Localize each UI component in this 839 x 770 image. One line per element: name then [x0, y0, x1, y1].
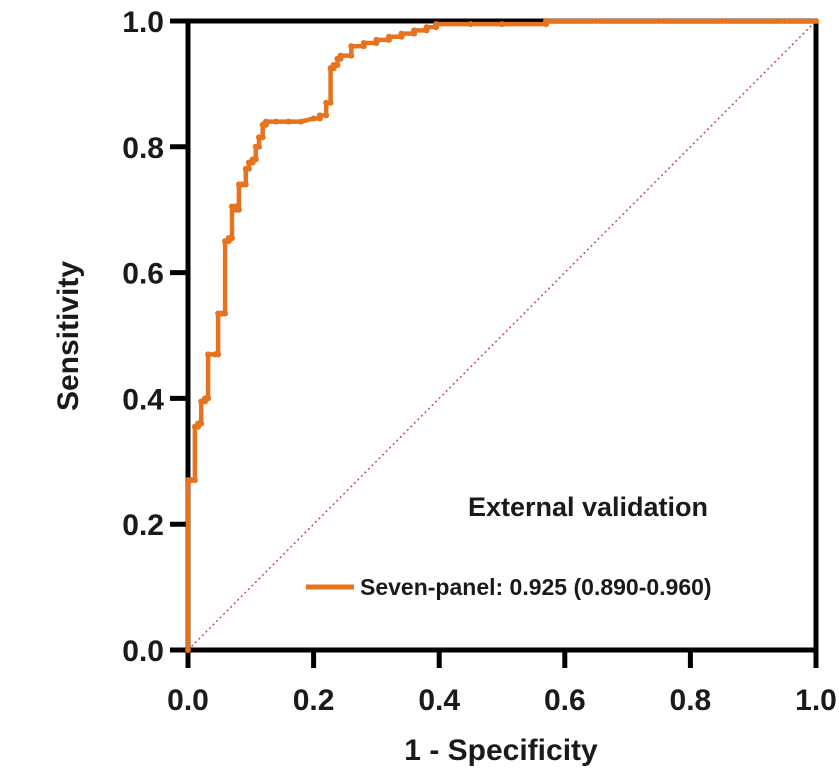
- roc-point: [262, 118, 269, 125]
- roc-point: [205, 351, 212, 358]
- reference-diagonal: [187, 20, 817, 651]
- roc-point: [310, 115, 317, 122]
- x-tick-label: 0.0: [167, 684, 209, 717]
- roc-point: [272, 118, 279, 125]
- roc-point: [259, 134, 266, 141]
- roc-point: [542, 18, 549, 24]
- roc-point: [499, 21, 505, 28]
- roc-point: [411, 27, 418, 34]
- y-tick-label: 0.0: [122, 635, 164, 668]
- roc-point: [298, 118, 305, 125]
- legend-label: Seven-panel: 0.925 (0.890-0.960): [360, 574, 712, 600]
- roc-point: [185, 647, 191, 653]
- roc-point: [285, 118, 292, 125]
- roc-point: [718, 18, 725, 24]
- roc-point: [334, 62, 341, 69]
- roc-point: [813, 18, 819, 24]
- roc-point: [398, 30, 405, 37]
- roc-point: [191, 477, 198, 484]
- y-tick-label: 0.6: [122, 258, 164, 291]
- roc-point: [337, 52, 344, 59]
- roc-point: [323, 112, 330, 119]
- annotation-text: External validation: [468, 492, 708, 522]
- x-tick-label: 0.2: [293, 684, 335, 717]
- x-tick-label: 0.8: [670, 684, 712, 717]
- x-axis-ticks: 0.0 0.2 0.4 0.6 0.8 1.0: [167, 650, 837, 717]
- roc-point: [215, 351, 222, 358]
- y-tick-label: 0.2: [122, 509, 164, 542]
- y-axis-ticks: 0.0 0.2 0.4 0.6 0.8 1.0: [122, 6, 188, 668]
- y-tick-label: 0.8: [122, 132, 164, 165]
- roc-point: [316, 112, 323, 119]
- x-tick-label: 0.6: [544, 684, 586, 717]
- roc-point: [235, 206, 242, 213]
- roc-point: [327, 99, 334, 106]
- roc-point: [373, 36, 380, 43]
- roc-point: [323, 99, 330, 106]
- roc-point: [593, 18, 600, 24]
- roc-point: [467, 21, 474, 28]
- x-tick-label: 1.0: [795, 684, 837, 717]
- y-tick-label: 0.4: [122, 383, 164, 416]
- roc-point: [656, 18, 662, 24]
- roc-point: [205, 395, 212, 402]
- roc-point: [348, 52, 355, 59]
- roc-point: [245, 165, 252, 172]
- roc-point: [781, 18, 788, 24]
- y-tick-label: 1.0: [122, 6, 164, 39]
- x-tick-label: 0.4: [418, 684, 460, 717]
- legend: Seven-panel: 0.925 (0.890-0.960): [306, 574, 712, 600]
- roc-point: [255, 143, 262, 150]
- roc-point: [228, 235, 235, 242]
- roc-markers-layer: [185, 18, 819, 653]
- roc-point: [198, 420, 205, 427]
- roc-point: [423, 24, 430, 31]
- reference-line-layer: [187, 20, 817, 651]
- roc-point: [385, 33, 392, 40]
- x-axis-title: 1 - Specificity: [404, 734, 598, 767]
- roc-point: [348, 43, 355, 50]
- roc-point: [433, 21, 440, 28]
- roc-point: [222, 310, 229, 317]
- y-axis-title: Sensitivity: [52, 261, 85, 411]
- roc-point: [252, 156, 259, 163]
- roc-point: [360, 40, 367, 47]
- roc-point: [242, 181, 249, 188]
